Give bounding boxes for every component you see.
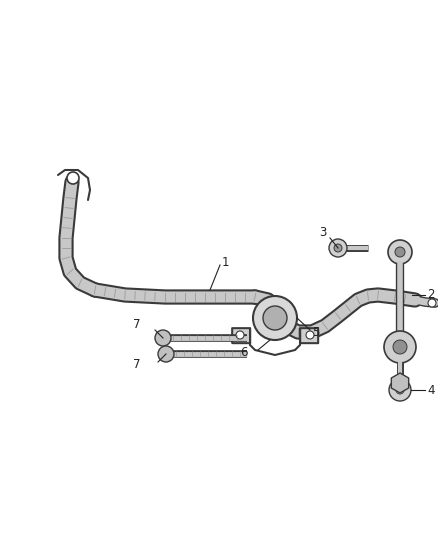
Text: 6: 6 xyxy=(240,346,247,359)
Text: 2: 2 xyxy=(427,288,434,302)
Circle shape xyxy=(329,239,347,257)
Circle shape xyxy=(158,346,174,362)
Circle shape xyxy=(428,299,436,307)
Circle shape xyxy=(263,306,287,330)
Circle shape xyxy=(384,331,416,363)
Text: 3: 3 xyxy=(319,227,326,239)
Circle shape xyxy=(393,340,407,354)
Circle shape xyxy=(396,386,404,394)
Circle shape xyxy=(67,172,79,184)
Circle shape xyxy=(155,330,171,346)
Text: 5: 5 xyxy=(312,327,319,340)
Circle shape xyxy=(253,296,297,340)
Text: 1: 1 xyxy=(222,255,230,269)
Circle shape xyxy=(395,247,405,257)
Polygon shape xyxy=(232,328,250,343)
Text: 4: 4 xyxy=(427,384,434,397)
Text: 7: 7 xyxy=(133,319,141,332)
Circle shape xyxy=(306,331,314,339)
Text: 7: 7 xyxy=(133,359,141,372)
Circle shape xyxy=(236,331,244,339)
Polygon shape xyxy=(300,328,318,343)
Circle shape xyxy=(334,244,342,252)
Circle shape xyxy=(389,379,411,401)
Circle shape xyxy=(388,240,412,264)
